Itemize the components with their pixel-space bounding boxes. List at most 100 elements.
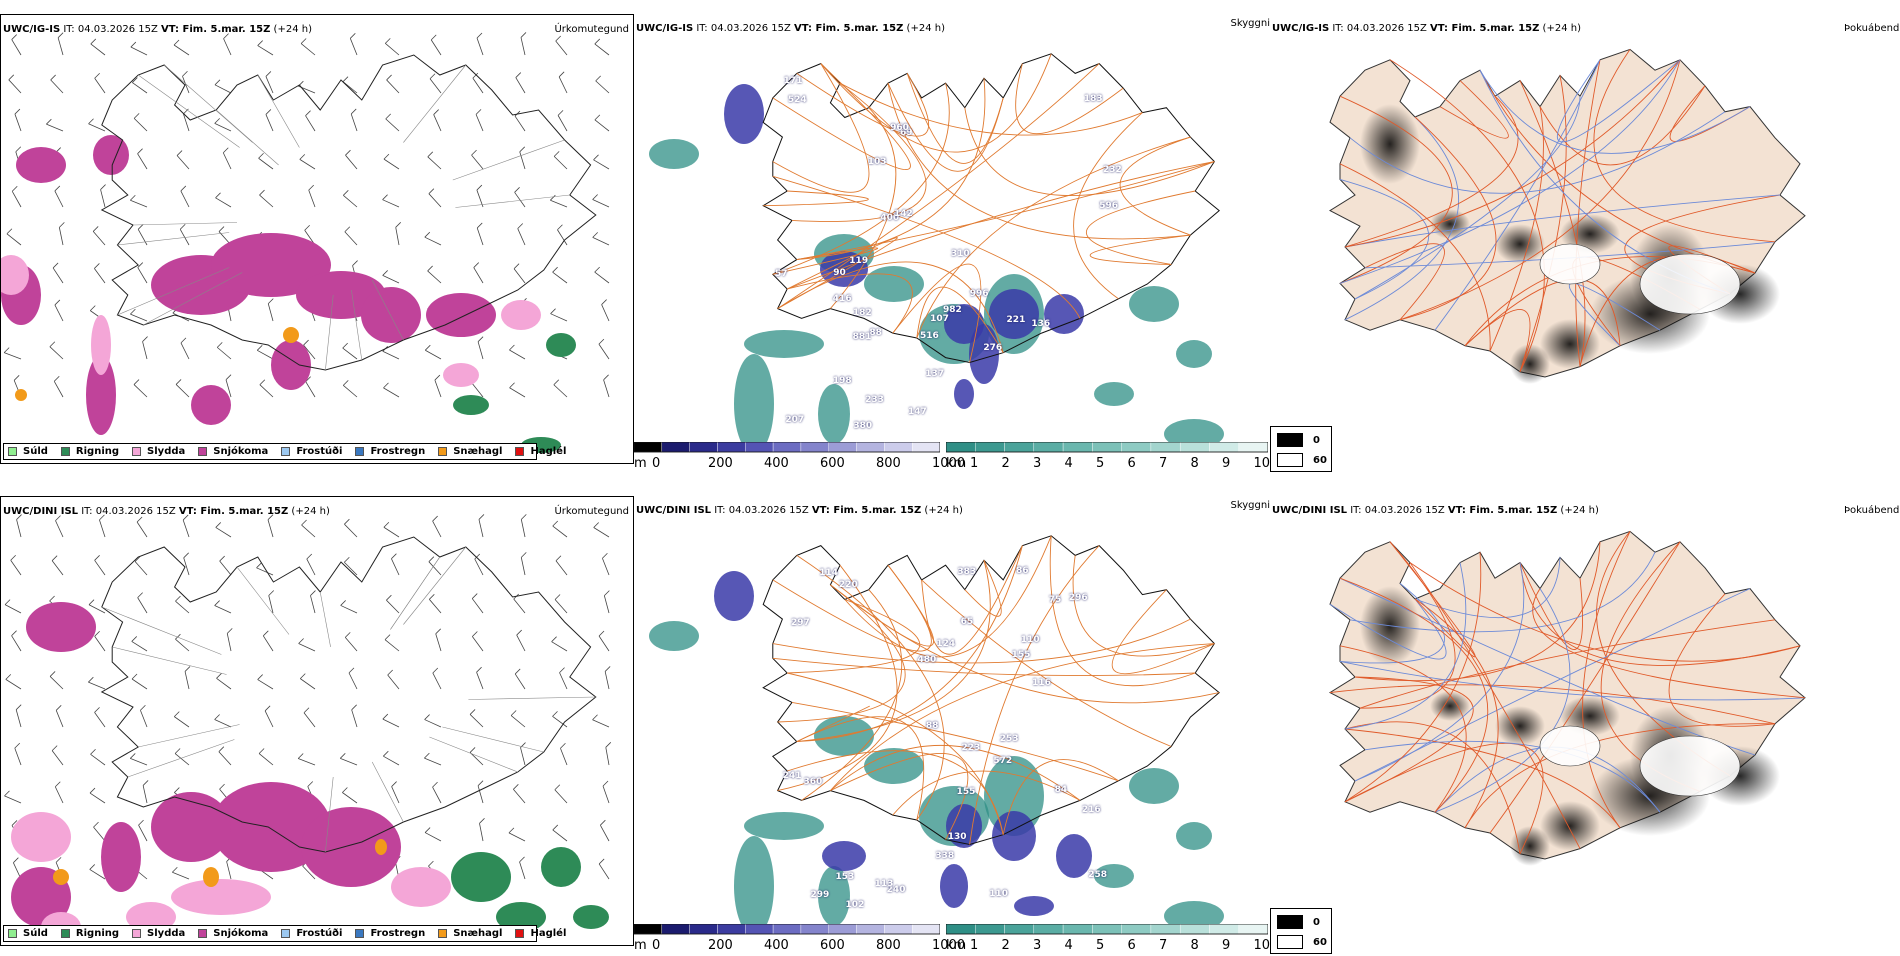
valid-time: VT: Fim. 5.mar. 15Z xyxy=(794,23,904,34)
legend-item-2: Slydda xyxy=(132,446,185,457)
visibility-value: 183 xyxy=(1083,93,1103,104)
valid-time: VT: Fim. 5.mar. 15Z xyxy=(1430,23,1540,34)
visibility-value: 338 xyxy=(935,850,955,861)
visibility-value: 142 xyxy=(894,209,913,220)
visibility-value: 253 xyxy=(999,734,1019,745)
visibility-tick: 7 xyxy=(1159,938,1168,953)
visibility-value: 982 xyxy=(943,305,962,316)
visibility-value: 220 xyxy=(838,580,858,591)
visibility-map xyxy=(649,53,1224,444)
visibility-value: 596 xyxy=(1099,200,1119,211)
fog-legend: 0 60 xyxy=(1270,908,1332,954)
visibility-value: 516 xyxy=(919,331,939,342)
init-time: IT: 04.03.2026 15Z xyxy=(711,505,812,516)
lead-time: (+24 h) xyxy=(921,505,963,516)
panel-title-precip: Úrkomutegund xyxy=(554,506,629,517)
init-time: IT: 04.03.2026 15Z xyxy=(60,24,162,35)
valid-time: VT: Fim. 5.mar. 15Z xyxy=(178,506,289,517)
legend-item-6: Snæhagl xyxy=(438,928,502,939)
visibility-tick: 2 xyxy=(1001,938,1010,953)
visibility-tick: 2 xyxy=(1001,456,1010,471)
forecast-row-1: UWC/IG-IS IT: 04.03.2026 15Z VT: Fim. 5.… xyxy=(0,14,1900,474)
elevation-colorbar-ramp xyxy=(634,442,940,453)
visibility-tick: 9 xyxy=(1222,456,1231,471)
visibility-value: 960 xyxy=(890,123,909,134)
visibility-value: 124 xyxy=(936,638,956,649)
precip-type-map-panel: UWC/DINI ISL IT: 04.03.2026 15Z VT: Fim.… xyxy=(0,496,634,946)
legend-label: Haglél xyxy=(530,446,567,457)
visibility-tick: 5 xyxy=(1096,938,1105,953)
visibility-value: 90 xyxy=(833,267,846,278)
model-name: UWC/IG-IS xyxy=(3,24,61,35)
visibility-value: 232 xyxy=(1103,164,1122,175)
visibility-tick: 10 xyxy=(1253,938,1271,953)
legend-item-4: Frostúði xyxy=(281,446,342,457)
visibility-value: 57 xyxy=(775,268,788,279)
legend-swatch xyxy=(355,929,365,938)
model-name: UWC/DINI ISL xyxy=(3,506,79,517)
legend-swatch xyxy=(281,447,291,456)
visibility-value: 69 xyxy=(900,128,913,139)
visibility-value: 233 xyxy=(865,395,884,406)
visibility-value: 182 xyxy=(852,308,872,318)
elevation-tick: 600 xyxy=(820,938,845,953)
precip-map xyxy=(4,514,612,942)
legend-item-0: Súld xyxy=(8,928,48,939)
visibility-tick: 5 xyxy=(1096,456,1105,471)
fog-legend-label-0: 0 xyxy=(1313,435,1320,446)
visibility-tick: 3 xyxy=(1033,456,1042,471)
visibility-value: 480 xyxy=(917,655,937,666)
visibility-value: 119 xyxy=(849,256,869,267)
legend-swatch xyxy=(8,929,17,938)
precip-type-map-panel: UWC/IG-IS IT: 04.03.2026 15Z VT: Fim. 5.… xyxy=(0,14,634,464)
elevation-colorbar: m 0 200 400 600 800 1000 xyxy=(634,442,965,472)
visibility-value: 137 xyxy=(925,369,945,380)
visibility-value: 360 xyxy=(803,777,823,788)
visibility-value: 299 xyxy=(810,889,830,900)
lead-time: (+24 h) xyxy=(288,506,330,517)
map-header: UWC/DINI ISL IT: 04.03.2026 15Z VT: Fim.… xyxy=(3,506,330,517)
visibility-value: 216 xyxy=(1081,805,1101,816)
visibility-value: 996 xyxy=(969,288,989,299)
legend-item-4: Frostúði xyxy=(281,928,342,939)
fog-legend-label-60: 60 xyxy=(1313,455,1327,466)
visibility-tick: 8 xyxy=(1190,938,1199,953)
legend-item-3: Snjókoma xyxy=(198,928,268,939)
legend-label: Frostregn xyxy=(370,928,426,939)
legend-item-3: Snjókoma xyxy=(198,446,268,457)
visibility-value: 88 xyxy=(925,720,939,731)
fog-legend-swatch-0 xyxy=(1277,433,1303,447)
legend-item-5: Frostregn xyxy=(355,446,425,457)
legend-label: Snæhagl xyxy=(453,928,503,939)
visibility-unit: km xyxy=(946,456,967,471)
legend-label: Súld xyxy=(23,928,48,939)
visibility-value: 258 xyxy=(1088,870,1107,881)
visibility-value: 416 xyxy=(832,294,852,305)
forecast-row-2: UWC/DINI ISL IT: 04.03.2026 15Z VT: Fim.… xyxy=(0,496,1900,956)
legend-label: Snjókoma xyxy=(213,928,269,939)
visibility-value: 65 xyxy=(960,617,974,628)
legend-item-5: Frostregn xyxy=(355,928,425,939)
elevation-tick: 1000 xyxy=(932,456,966,471)
visibility-tick: 6 xyxy=(1127,938,1136,953)
visibility-value: 297 xyxy=(790,617,810,628)
visibility-value: 198 xyxy=(832,375,852,386)
visibility-value: 276 xyxy=(983,343,1003,354)
elevation-tick: 600 xyxy=(820,456,845,471)
fog-legend-swatch-60 xyxy=(1277,453,1303,467)
legend-swatch xyxy=(132,447,142,456)
visibility-value: 110 xyxy=(1020,634,1040,645)
elevation-tick: 800 xyxy=(876,938,901,953)
elevation-colorbar: m 0 200 400 600 800 1000 xyxy=(634,924,965,954)
fog-legend-label-0: 0 xyxy=(1313,917,1320,928)
panel-title-fog: Þokuábendi xyxy=(1844,23,1900,34)
legend-item-1: Rigning xyxy=(60,446,119,457)
visibility-value: 107 xyxy=(930,314,949,325)
visibility-value: 102 xyxy=(845,900,865,911)
init-time: IT: 04.03.2026 15Z xyxy=(78,506,179,517)
fog-legend-swatch-60 xyxy=(1277,935,1303,949)
legend-label: Slydda xyxy=(147,928,186,939)
visibility-value: 296 xyxy=(1068,593,1088,604)
init-time: IT: 04.03.2026 15Z xyxy=(1329,23,1431,34)
map-header: UWC/DINI ISL IT: 04.03.2026 15Z VT: Fim.… xyxy=(636,505,963,516)
